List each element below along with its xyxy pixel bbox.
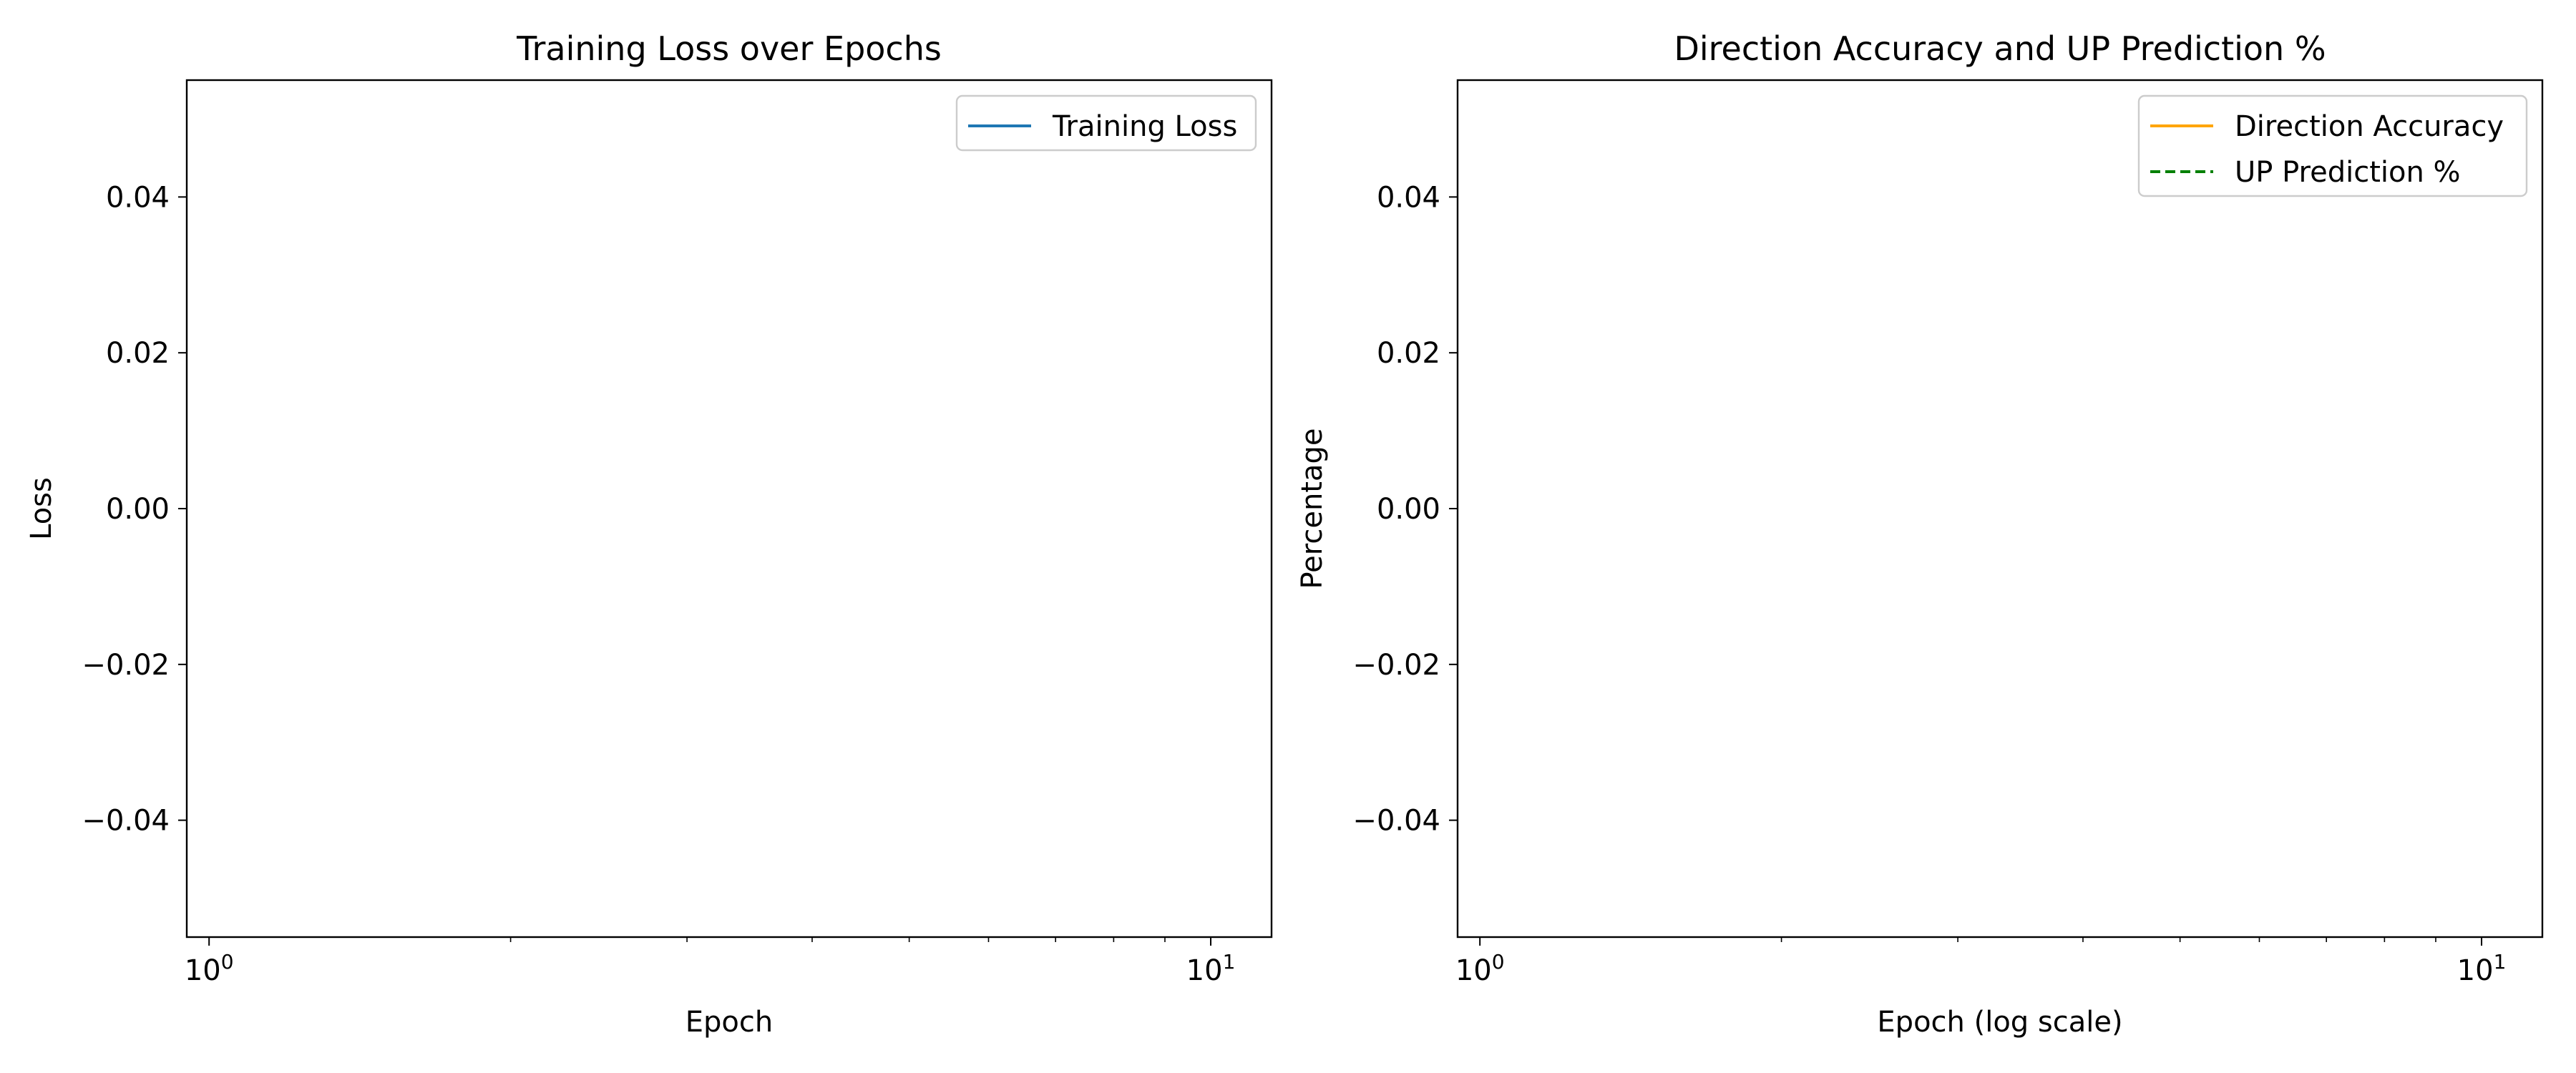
x-tick-label: 100 <box>1455 950 1505 987</box>
chart-panel-2: Direction Accuracy and UP Prediction % −0… <box>1296 29 2544 1039</box>
y-axis-label: Percentage <box>1296 428 1329 589</box>
plot-area <box>185 79 1273 939</box>
y-tick-label: −0.02 <box>82 649 170 682</box>
y-tick-label: 0.02 <box>1377 337 1440 370</box>
y-tick-label: 0.02 <box>106 337 170 370</box>
y-tick-label: 0.00 <box>1377 493 1440 526</box>
y-axis-label: Loss <box>25 477 58 540</box>
chart-title: Direction Accuracy and UP Prediction % <box>1674 29 2326 68</box>
chart-title: Training Loss over Epochs <box>516 29 942 68</box>
legend-box <box>955 94 1257 152</box>
y-tick-label: −0.04 <box>1352 805 1440 838</box>
y-tick-label: 0.00 <box>106 493 170 526</box>
legend: Training Loss <box>955 94 1257 152</box>
x-tick-label: 101 <box>2457 950 2507 987</box>
y-tick-label: −0.02 <box>1352 649 1440 682</box>
x-axis-label: Epoch (log scale) <box>1877 1006 2122 1039</box>
x-tick-label: 100 <box>185 950 234 987</box>
y-tick-label: 0.04 <box>1377 181 1440 214</box>
y-tick-label: −0.04 <box>82 805 170 838</box>
legend-entry-label: Direction Accuracy <box>2235 110 2504 143</box>
chart-panel-1: Training Loss over Epochs −0.04 −0.02 0.00 0… <box>25 29 1273 1039</box>
y-tick-label: 0.04 <box>106 181 170 214</box>
legend-entry-label: UP Prediction % <box>2235 156 2461 189</box>
x-tick-label: 101 <box>1186 950 1236 987</box>
legend-entry-label: Training Loss <box>1052 110 1237 143</box>
legend: Direction Accuracy UP Prediction % <box>2137 94 2528 197</box>
legend-box <box>2137 94 2528 197</box>
x-axis-label: Epoch <box>686 1006 773 1039</box>
plot-area <box>1456 79 2544 939</box>
